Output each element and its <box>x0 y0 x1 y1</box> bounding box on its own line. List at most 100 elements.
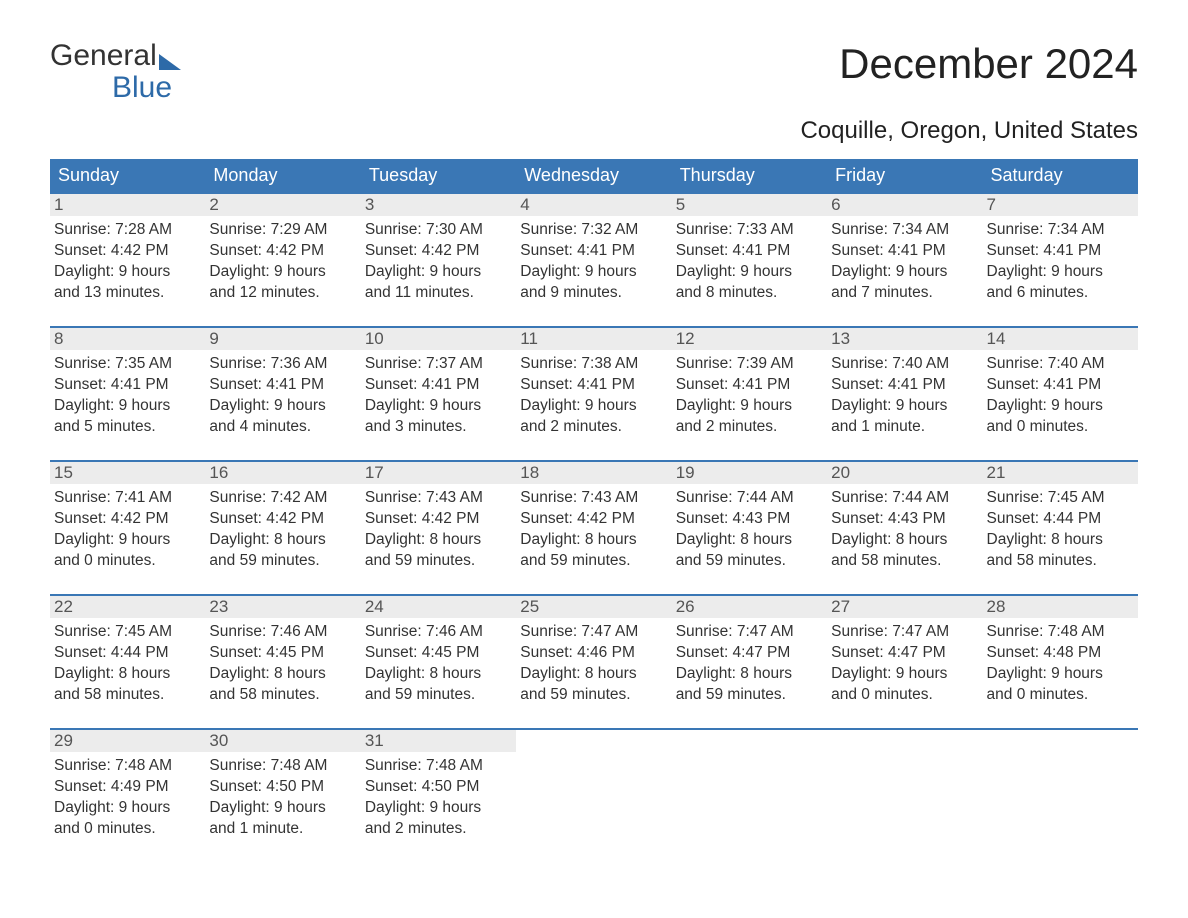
day-number: 17 <box>361 462 516 484</box>
day-d2: and 2 minutes. <box>676 417 819 438</box>
day-d2: and 13 minutes. <box>54 283 197 304</box>
day-details: Sunrise: 7:43 AMSunset: 4:42 PMDaylight:… <box>516 484 671 584</box>
day-details: Sunrise: 7:47 AMSunset: 4:47 PMDaylight:… <box>672 618 827 718</box>
calendar-day: 16Sunrise: 7:42 AMSunset: 4:42 PMDayligh… <box>205 462 360 594</box>
day-number: 23 <box>205 596 360 618</box>
calendar-day: 31Sunrise: 7:48 AMSunset: 4:50 PMDayligh… <box>361 730 516 862</box>
day-d2: and 59 minutes. <box>676 685 819 706</box>
day-details: Sunrise: 7:47 AMSunset: 4:47 PMDaylight:… <box>827 618 982 718</box>
day-sunset: Sunset: 4:41 PM <box>831 241 974 262</box>
day-number: 27 <box>827 596 982 618</box>
calendar-day: 19Sunrise: 7:44 AMSunset: 4:43 PMDayligh… <box>672 462 827 594</box>
day-d2: and 6 minutes. <box>987 283 1130 304</box>
day-details: Sunrise: 7:40 AMSunset: 4:41 PMDaylight:… <box>983 350 1138 450</box>
calendar-day: 21Sunrise: 7:45 AMSunset: 4:44 PMDayligh… <box>983 462 1138 594</box>
day-number: 13 <box>827 328 982 350</box>
day-d1: Daylight: 8 hours <box>209 664 352 685</box>
day-details: Sunrise: 7:34 AMSunset: 4:41 PMDaylight:… <box>983 216 1138 316</box>
day-d1: Daylight: 8 hours <box>676 530 819 551</box>
day-d2: and 3 minutes. <box>365 417 508 438</box>
day-d2: and 0 minutes. <box>987 685 1130 706</box>
calendar-day: 13Sunrise: 7:40 AMSunset: 4:41 PMDayligh… <box>827 328 982 460</box>
day-sunrise: Sunrise: 7:41 AM <box>54 488 197 509</box>
day-d2: and 1 minute. <box>209 819 352 840</box>
day-sunset: Sunset: 4:41 PM <box>676 241 819 262</box>
day-number: 4 <box>516 194 671 216</box>
day-details: Sunrise: 7:48 AMSunset: 4:50 PMDaylight:… <box>205 752 360 852</box>
brand-line1: General <box>50 40 157 72</box>
day-details: Sunrise: 7:40 AMSunset: 4:41 PMDaylight:… <box>827 350 982 450</box>
day-d1: Daylight: 9 hours <box>209 798 352 819</box>
day-sunset: Sunset: 4:50 PM <box>365 777 508 798</box>
day-sunrise: Sunrise: 7:38 AM <box>520 354 663 375</box>
calendar-day: 10Sunrise: 7:37 AMSunset: 4:41 PMDayligh… <box>361 328 516 460</box>
day-number: 16 <box>205 462 360 484</box>
day-of-week-header: Sunday Monday Tuesday Wednesday Thursday… <box>50 159 1138 192</box>
day-sunrise: Sunrise: 7:30 AM <box>365 220 508 241</box>
day-number: 29 <box>50 730 205 752</box>
day-number: 18 <box>516 462 671 484</box>
calendar-day: 20Sunrise: 7:44 AMSunset: 4:43 PMDayligh… <box>827 462 982 594</box>
day-d1: Daylight: 8 hours <box>365 530 508 551</box>
day-d2: and 59 minutes. <box>209 551 352 572</box>
calendar-day <box>827 730 982 862</box>
day-d2: and 58 minutes. <box>209 685 352 706</box>
day-details: Sunrise: 7:48 AMSunset: 4:48 PMDaylight:… <box>983 618 1138 718</box>
day-details: Sunrise: 7:34 AMSunset: 4:41 PMDaylight:… <box>827 216 982 316</box>
day-sunset: Sunset: 4:42 PM <box>209 509 352 530</box>
calendar-day: 17Sunrise: 7:43 AMSunset: 4:42 PMDayligh… <box>361 462 516 594</box>
logo-triangle-icon <box>159 54 181 70</box>
brand-logo: General Blue <box>50 40 181 103</box>
calendar-day: 25Sunrise: 7:47 AMSunset: 4:46 PMDayligh… <box>516 596 671 728</box>
calendar-day: 2Sunrise: 7:29 AMSunset: 4:42 PMDaylight… <box>205 194 360 326</box>
day-number: 2 <box>205 194 360 216</box>
day-d2: and 2 minutes. <box>520 417 663 438</box>
day-details: Sunrise: 7:47 AMSunset: 4:46 PMDaylight:… <box>516 618 671 718</box>
day-details: Sunrise: 7:42 AMSunset: 4:42 PMDaylight:… <box>205 484 360 584</box>
day-d2: and 59 minutes. <box>520 685 663 706</box>
day-details: Sunrise: 7:29 AMSunset: 4:42 PMDaylight:… <box>205 216 360 316</box>
calendar-day: 7Sunrise: 7:34 AMSunset: 4:41 PMDaylight… <box>983 194 1138 326</box>
day-sunset: Sunset: 4:42 PM <box>365 509 508 530</box>
day-sunset: Sunset: 4:50 PM <box>209 777 352 798</box>
day-d1: Daylight: 9 hours <box>987 396 1130 417</box>
day-details: Sunrise: 7:30 AMSunset: 4:42 PMDaylight:… <box>361 216 516 316</box>
day-number: 30 <box>205 730 360 752</box>
day-sunrise: Sunrise: 7:36 AM <box>209 354 352 375</box>
calendar-grid: Sunday Monday Tuesday Wednesday Thursday… <box>50 159 1138 862</box>
day-d2: and 8 minutes. <box>676 283 819 304</box>
day-sunset: Sunset: 4:41 PM <box>987 375 1130 396</box>
day-d1: Daylight: 8 hours <box>209 530 352 551</box>
day-sunset: Sunset: 4:45 PM <box>365 643 508 664</box>
day-sunrise: Sunrise: 7:47 AM <box>520 622 663 643</box>
day-details: Sunrise: 7:48 AMSunset: 4:50 PMDaylight:… <box>361 752 516 852</box>
day-sunset: Sunset: 4:47 PM <box>676 643 819 664</box>
day-details: Sunrise: 7:37 AMSunset: 4:41 PMDaylight:… <box>361 350 516 450</box>
day-d1: Daylight: 8 hours <box>676 664 819 685</box>
day-d1: Daylight: 9 hours <box>520 262 663 283</box>
dow-tuesday: Tuesday <box>361 159 516 192</box>
day-sunset: Sunset: 4:41 PM <box>54 375 197 396</box>
day-details: Sunrise: 7:38 AMSunset: 4:41 PMDaylight:… <box>516 350 671 450</box>
calendar-day: 5Sunrise: 7:33 AMSunset: 4:41 PMDaylight… <box>672 194 827 326</box>
day-d1: Daylight: 8 hours <box>365 664 508 685</box>
day-number: 26 <box>672 596 827 618</box>
day-d2: and 2 minutes. <box>365 819 508 840</box>
calendar-day <box>672 730 827 862</box>
day-d1: Daylight: 9 hours <box>987 664 1130 685</box>
calendar-day: 23Sunrise: 7:46 AMSunset: 4:45 PMDayligh… <box>205 596 360 728</box>
day-d2: and 59 minutes. <box>520 551 663 572</box>
day-sunrise: Sunrise: 7:40 AM <box>987 354 1130 375</box>
day-sunset: Sunset: 4:42 PM <box>520 509 663 530</box>
day-sunset: Sunset: 4:41 PM <box>987 241 1130 262</box>
day-d2: and 5 minutes. <box>54 417 197 438</box>
day-sunrise: Sunrise: 7:45 AM <box>54 622 197 643</box>
day-sunrise: Sunrise: 7:46 AM <box>209 622 352 643</box>
day-number: 19 <box>672 462 827 484</box>
calendar-day: 29Sunrise: 7:48 AMSunset: 4:49 PMDayligh… <box>50 730 205 862</box>
day-sunset: Sunset: 4:46 PM <box>520 643 663 664</box>
day-sunrise: Sunrise: 7:33 AM <box>676 220 819 241</box>
day-sunrise: Sunrise: 7:48 AM <box>54 756 197 777</box>
day-sunset: Sunset: 4:42 PM <box>54 241 197 262</box>
day-number: 28 <box>983 596 1138 618</box>
